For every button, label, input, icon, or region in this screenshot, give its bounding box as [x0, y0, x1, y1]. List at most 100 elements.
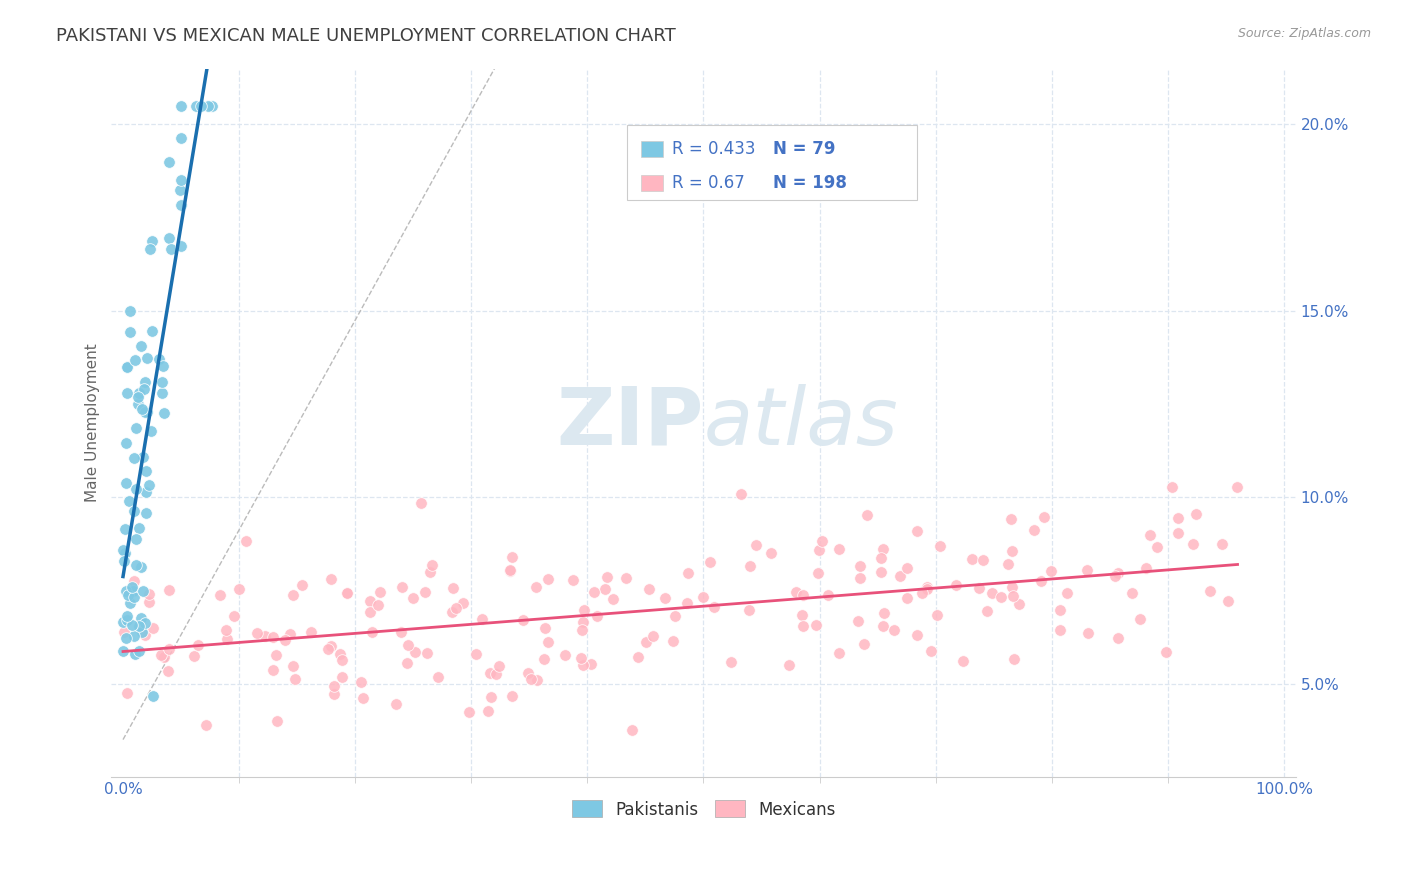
Point — [499, 563, 522, 577]
Point — [853, 637, 876, 651]
Point — [117, 613, 139, 627]
Point — [572, 615, 595, 629]
Point — [458, 705, 481, 719]
Point — [738, 603, 761, 617]
Point — [322, 687, 344, 701]
Point — [664, 609, 686, 624]
Point — [131, 624, 153, 639]
Point — [121, 580, 143, 594]
Point — [1049, 623, 1071, 637]
Point — [1007, 597, 1029, 611]
Point — [512, 613, 534, 627]
Point — [139, 425, 162, 439]
Point — [138, 587, 160, 601]
Point — [1104, 568, 1126, 582]
Point — [915, 580, 938, 594]
Point — [120, 326, 142, 340]
Point — [129, 339, 152, 353]
Point — [273, 632, 295, 647]
Point — [404, 645, 426, 659]
Point — [157, 154, 180, 169]
FancyBboxPatch shape — [627, 125, 917, 200]
Point — [990, 590, 1012, 604]
Point — [872, 542, 894, 557]
Point — [661, 633, 683, 648]
Point — [122, 590, 145, 604]
Point — [128, 520, 150, 534]
Point — [127, 390, 149, 404]
Point — [501, 549, 523, 564]
Point — [209, 588, 232, 602]
Point — [124, 352, 146, 367]
Point — [1198, 583, 1220, 598]
Point — [281, 588, 304, 602]
Point — [413, 585, 436, 599]
Point — [139, 242, 162, 256]
Point — [920, 644, 942, 658]
Point — [170, 198, 193, 212]
Point — [790, 608, 813, 623]
Point — [745, 538, 768, 552]
Point — [131, 611, 153, 625]
Point — [1056, 586, 1078, 600]
Point — [115, 475, 138, 490]
Point — [792, 588, 814, 602]
Point — [524, 580, 547, 594]
Point — [281, 658, 304, 673]
Point — [264, 648, 287, 662]
Point — [928, 539, 950, 553]
Point — [215, 632, 238, 646]
Point — [477, 704, 499, 718]
Point — [569, 651, 592, 665]
Point — [945, 578, 967, 592]
Point — [114, 522, 136, 536]
Point — [112, 543, 135, 558]
Point — [122, 629, 145, 643]
Point — [330, 670, 353, 684]
Point — [1146, 541, 1168, 555]
Point — [828, 646, 851, 660]
Point — [420, 558, 443, 572]
Point — [641, 629, 664, 643]
Point — [148, 352, 170, 367]
Point — [125, 533, 148, 547]
Point — [464, 647, 486, 661]
Text: Source: ZipAtlas.com: Source: ZipAtlas.com — [1237, 27, 1371, 40]
Point — [136, 351, 159, 366]
Point — [952, 654, 974, 668]
Point — [889, 569, 911, 583]
Point — [118, 493, 141, 508]
Point — [128, 618, 150, 632]
Point — [323, 679, 346, 693]
Point — [883, 624, 905, 638]
Point — [1077, 626, 1099, 640]
Point — [1185, 507, 1208, 521]
Point — [157, 231, 180, 245]
Point — [396, 638, 419, 652]
Point — [499, 564, 522, 578]
Point — [136, 405, 159, 419]
Point — [118, 303, 141, 318]
Point — [122, 504, 145, 518]
Point — [115, 359, 138, 374]
Point — [997, 558, 1019, 572]
Point — [1001, 544, 1024, 558]
Point — [533, 652, 555, 666]
Point — [807, 566, 830, 581]
Point — [516, 665, 538, 680]
Point — [678, 566, 700, 581]
Point — [224, 609, 246, 624]
Point — [112, 615, 135, 629]
Point — [792, 619, 814, 633]
Point — [778, 658, 800, 673]
Point — [699, 555, 721, 569]
Point — [134, 628, 156, 642]
Y-axis label: Male Unemployment: Male Unemployment — [86, 343, 100, 502]
Point — [1167, 511, 1189, 525]
Point — [266, 714, 288, 729]
Point — [537, 635, 560, 649]
Point — [153, 649, 176, 664]
Point — [848, 614, 870, 628]
Point — [738, 559, 761, 574]
Point — [170, 173, 193, 187]
